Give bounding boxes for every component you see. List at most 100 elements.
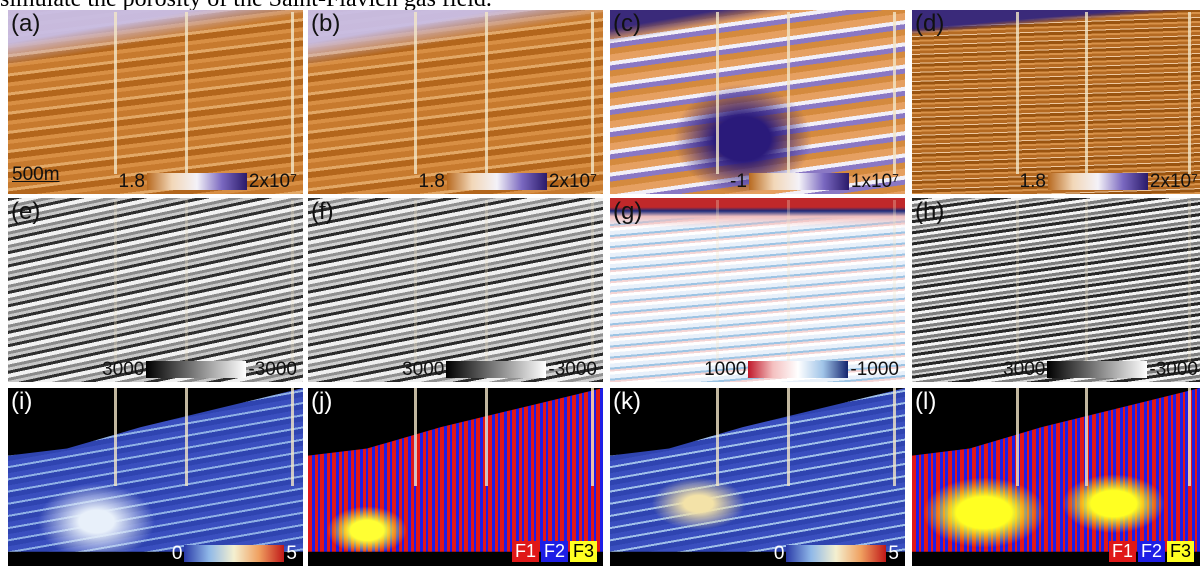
legend-entry: F3 [570,541,597,562]
well-trace [291,388,294,486]
well-trace [1188,12,1191,174]
well-trace [716,12,719,174]
well-trace [787,388,790,486]
panel-label: (g) [613,198,642,226]
well-trace [893,200,896,362]
well-trace [1188,200,1191,362]
colorbar: 05 [172,545,297,562]
figure-panel: (d) 1.8 2x10⁷ [912,10,1200,194]
colorbar-gradient [447,173,547,190]
well-trace [716,200,719,362]
colorbar-max-label: -3000 [248,359,297,381]
well-trace [1085,388,1088,486]
colorbar-max-label: -3000 [548,359,597,381]
well-trace [485,200,488,362]
legend-entry: F2 [1138,541,1165,562]
colorbar-min-label: -1 [730,171,747,193]
colorbar-gradient [786,545,886,562]
well-trace [414,200,417,362]
colorbar-gradient [749,173,849,190]
figure-panel: (e) 3000 -3000 [8,198,303,382]
well-trace [291,12,294,174]
panel-label: (h) [915,198,944,226]
colorbar-max-label: 5 [888,543,899,565]
panel-label: (a) [11,10,40,38]
well-trace [485,388,488,486]
colorbar-min-label: 1000 [704,359,746,381]
figure-page: {"caption": "simulate the porosity of th… [0,0,1200,569]
well-trace [1016,12,1019,174]
section-mask [8,388,303,566]
colorbar: 3000 -3000 [1003,361,1198,378]
colorbar-max-label: 2x10⁷ [1150,171,1198,193]
panel-label: (i) [11,388,32,416]
colorbar: 1.8 2x10⁷ [1020,173,1199,190]
well-trace [291,200,294,362]
section-mask [308,388,603,566]
well-trace [114,12,117,174]
well-trace [893,12,896,174]
colorbar-gradient [146,361,246,378]
well-trace [591,388,594,486]
colorbar-min-label: 3000 [102,359,144,381]
panel-label: (e) [11,198,40,226]
colorbar: 05 [774,545,899,562]
colorbar-max-label: 2x10⁷ [249,171,297,193]
figure-panel: (c) -1 1x10⁷ [610,10,905,194]
colorbar-min-label: 3000 [1003,359,1045,381]
well-trace [591,12,594,174]
well-trace [1085,200,1088,362]
legend-entry: F2 [541,541,568,562]
well-trace [787,12,790,174]
colorbar-gradient [1048,173,1148,190]
well-trace [1016,200,1019,362]
colorbar: 1.82x10⁷ [119,173,298,190]
figure-panel: (h) 3000 -3000 [912,198,1200,382]
legend-entry: F1 [512,541,539,562]
colorbar-gradient [748,361,848,378]
well-trace [893,388,896,486]
well-trace [114,200,117,362]
well-trace [185,200,188,362]
well-trace [716,388,719,486]
panel-label: (l) [915,388,936,416]
colorbar: 1000 -1000 [704,361,899,378]
colorbar: 3000 -3000 [102,361,297,378]
colorbar-max-label: 1x10⁷ [851,171,899,193]
legend-entry: F1 [1109,541,1136,562]
colorbar-gradient [147,173,247,190]
panel-label: (d) [915,10,944,38]
panel-label: (c) [613,10,641,38]
colorbar-min-label: 3000 [402,359,444,381]
figure-panel: (f)3000-3000 [308,198,603,382]
scale-bar: 500m [12,164,60,186]
panel-label: (b) [311,10,340,38]
colorbar-max-label: -3000 [1149,359,1198,381]
colorbar-max-label: 5 [286,543,297,565]
figure-panel: (l) F1F2F3 [912,388,1200,566]
legend-entry: F3 [1167,541,1194,562]
section-mask [610,388,905,566]
colorbar-gradient [184,545,284,562]
colorbar: 3000 -3000 [402,361,597,378]
well-trace [591,200,594,362]
colorbar: 1.82x10⁷ [419,173,598,190]
colorbar-max-label: 2x10⁷ [549,171,597,193]
panel-label: (j) [311,388,332,416]
well-trace [185,388,188,486]
panel-label: (k) [613,388,641,416]
colorbar-gradient [446,361,546,378]
colorbar-gradient [1047,361,1147,378]
well-trace [485,12,488,174]
well-trace [185,12,188,174]
well-trace [1188,388,1191,486]
colorbar-max-label: -1000 [850,359,899,381]
well-trace [414,388,417,486]
colorbar-min-label: 1.8 [1020,171,1046,193]
colorbar: -1 1x10⁷ [730,173,899,190]
